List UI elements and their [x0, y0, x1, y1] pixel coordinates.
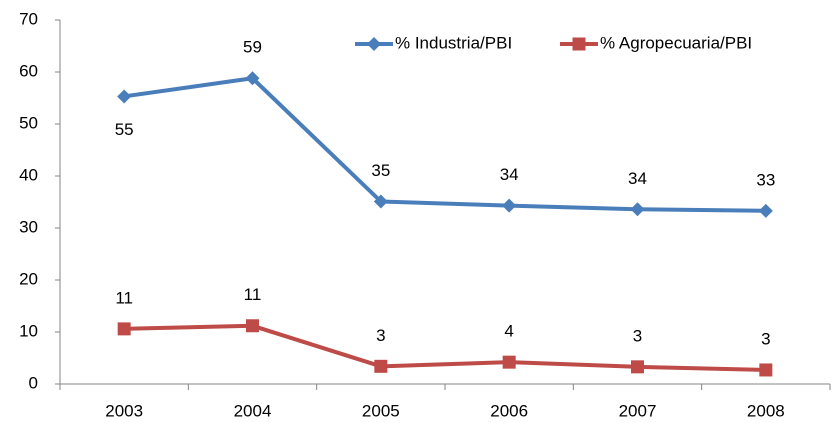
y-tick-label: 10 — [19, 321, 38, 340]
data-label: 11 — [115, 288, 133, 307]
x-tick-label: 2004 — [234, 401, 272, 420]
data-point — [373, 194, 388, 209]
x-tick-label: 2007 — [619, 401, 657, 420]
legend-label: % Industria/PBI — [395, 33, 512, 52]
y-tick-label: 30 — [19, 217, 38, 236]
x-tick-label: 2008 — [747, 401, 785, 420]
legend-label: % Agropecuaria/PBI — [600, 33, 752, 52]
data-label: 35 — [371, 161, 390, 180]
y-tick-label: 40 — [19, 165, 38, 184]
data-label: 33 — [756, 170, 775, 189]
data-label: 4 — [504, 322, 513, 341]
data-point — [246, 319, 259, 333]
data-point — [245, 71, 260, 86]
data-label: 11 — [244, 285, 262, 304]
data-point — [374, 359, 388, 373]
data-point — [759, 363, 773, 377]
y-tick-label: 0 — [29, 373, 38, 392]
y-tick-label: 60 — [19, 61, 38, 80]
data-label: 34 — [500, 165, 519, 184]
legend-marker — [572, 37, 586, 51]
data-label: 34 — [628, 169, 647, 188]
data-label: 55 — [115, 120, 134, 139]
x-tick-label: 2005 — [362, 401, 400, 420]
data-point — [630, 202, 645, 217]
data-point — [631, 360, 644, 374]
data-point — [502, 198, 517, 213]
x-tick-label: 2006 — [490, 401, 528, 420]
y-tick-label: 20 — [19, 269, 38, 288]
legend-marker — [367, 37, 381, 51]
data-label: 3 — [376, 326, 385, 345]
series-line — [123, 76, 766, 213]
x-tick-label: 2003 — [105, 401, 143, 420]
y-tick-label: 70 — [19, 9, 38, 28]
data-point — [502, 355, 516, 369]
data-point — [117, 322, 131, 336]
data-label: 3 — [761, 329, 770, 348]
series-line — [124, 323, 766, 372]
data-label: 59 — [243, 38, 262, 57]
y-tick-label: 50 — [19, 113, 38, 132]
data-point — [117, 89, 132, 104]
data-label: 3 — [633, 326, 642, 345]
data-point — [758, 203, 773, 218]
